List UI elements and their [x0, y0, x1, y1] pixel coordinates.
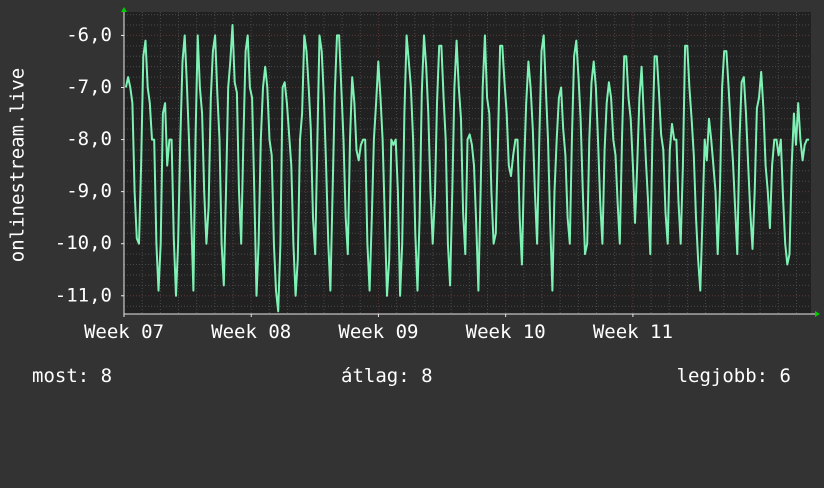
y-tick-label: -10,0	[55, 232, 112, 254]
stat-best: legjobb: 6	[676, 365, 791, 387]
chart: -6,0 -7,0 -8,0 -9,0 -10,0 -11,0 Week 07 Week 0…	[7, 7, 820, 343]
y-tick-label: -8,0	[66, 128, 112, 150]
y-tick-label: -6,0	[66, 24, 112, 46]
y-tick-labels: -6,0 -7,0 -8,0 -9,0 -10,0 -11,0	[55, 24, 112, 306]
y-tick-label: -7,0	[66, 76, 112, 98]
chart-svg: -6,0-7,0-8,0-9,0-10,0-11,0 Week 07 Week 0…	[7, 7, 820, 343]
x-tick-labels: Week 07 Week 08 Week 09 Week 10 Week 11	[84, 321, 673, 343]
stats-row: most: 8 átlag: 8 legjobb: 6	[0, 360, 824, 392]
stat-current: most: 8	[32, 365, 113, 387]
y-tick-label: -11,0	[55, 284, 112, 306]
stat-average: átlag: 8	[341, 365, 433, 387]
axes	[121, 7, 820, 317]
x-tick-label: Week 08	[211, 321, 291, 343]
y-axis-label: onlinestream.live	[7, 68, 29, 262]
x-tick-label: Week 10	[466, 321, 546, 343]
y-tick-label: -9,0	[66, 180, 112, 202]
y-axis-arrow	[121, 7, 127, 12]
x-tick-label: Week 07	[84, 321, 164, 343]
series-line	[124, 24, 810, 313]
x-axis-arrow	[815, 311, 820, 317]
x-tick-label: Week 09	[338, 321, 418, 343]
series-layer	[124, 24, 810, 313]
x-tick-label: Week 11	[593, 321, 673, 343]
